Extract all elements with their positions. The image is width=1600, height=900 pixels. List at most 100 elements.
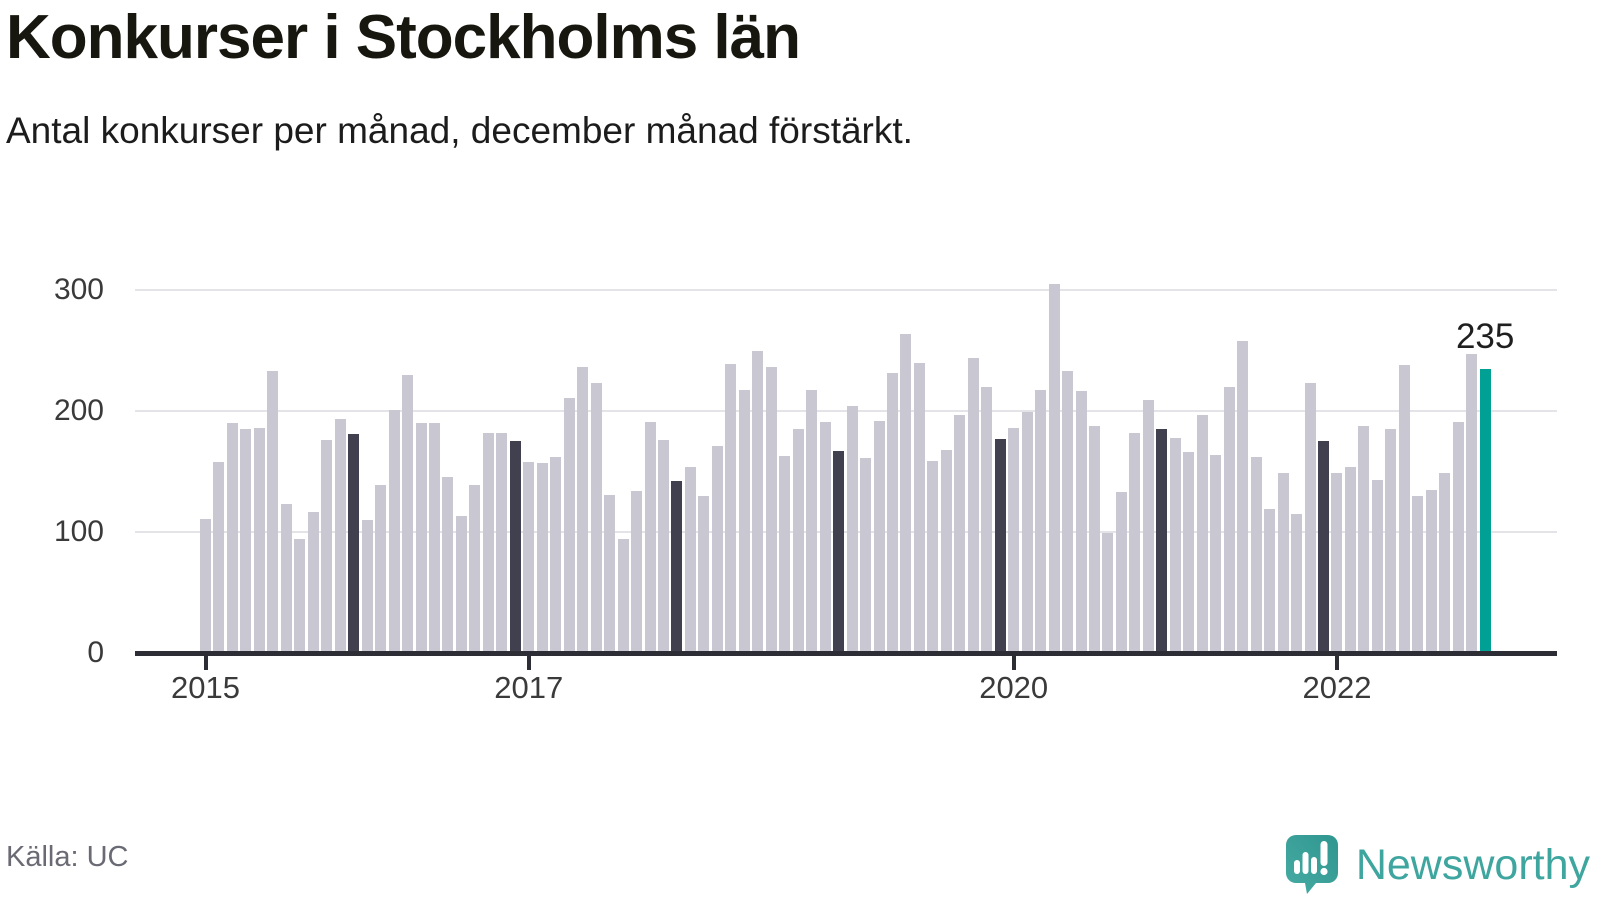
bar-2016-08 — [455, 516, 467, 653]
bar-2018-09 — [792, 429, 804, 653]
x-axis-label-2015: 2015 — [171, 670, 240, 705]
bar-2020-06 — [1075, 390, 1087, 653]
page-subtitle: Antal konkurser per månad, december måna… — [6, 110, 913, 151]
bar-2022-12 — [1479, 368, 1491, 653]
bar-2021-07 — [1250, 457, 1262, 653]
bar-2020-12 — [1156, 429, 1168, 653]
bar-2015-01 — [200, 518, 211, 653]
bar-2021-02 — [1183, 452, 1195, 653]
bar-2021-11 — [1304, 383, 1316, 653]
x-axis-label-2020: 2020 — [979, 670, 1049, 705]
bar-2016-07 — [442, 476, 454, 653]
x-axis-tick-2020 — [1011, 656, 1016, 670]
bar-2017-02 — [536, 463, 548, 653]
bar-2020-01 — [1008, 428, 1020, 653]
bar-2020-04 — [1048, 284, 1060, 653]
gridline-200 — [135, 410, 1557, 413]
bar-2018-03 — [711, 446, 723, 653]
bar-2015-10 — [321, 440, 333, 653]
bar-2016-09 — [469, 484, 481, 653]
bar-2017-09 — [631, 491, 643, 653]
bar-2018-10 — [806, 389, 818, 653]
x-axis-tick-2015 — [203, 656, 208, 670]
y-axis-label-200: 200 — [53, 394, 104, 428]
x-axis-tick-2022 — [1334, 656, 1339, 670]
newsworthy-logo-icon — [1284, 833, 1340, 897]
x-axis-label-2022: 2022 — [1302, 670, 1372, 705]
bar-2018-02 — [698, 495, 710, 653]
bar-2020-08 — [1102, 533, 1114, 653]
bar-2018-11 — [819, 422, 831, 653]
bar-2019-07 — [927, 460, 939, 653]
bar-2019-08 — [940, 449, 952, 653]
bar-2016-01 — [361, 520, 373, 653]
bar-2016-05 — [415, 423, 427, 653]
bar-2020-10 — [1129, 433, 1141, 653]
bar-2019-09 — [954, 414, 966, 653]
bar-2022-10 — [1452, 422, 1464, 653]
bar-2020-02 — [1021, 412, 1033, 653]
bar-2020-05 — [1062, 371, 1074, 653]
bar-2016-02 — [375, 484, 387, 653]
bar-2019-04 — [886, 372, 898, 653]
bar-2017-08 — [617, 539, 629, 653]
page-title: Konkurser i Stockholms län — [6, 3, 801, 72]
bar-2018-01 — [684, 466, 696, 653]
bar-2015-11 — [334, 418, 346, 653]
bar-2016-06 — [428, 423, 440, 653]
bar-2017-11 — [657, 440, 669, 653]
newsworthy-logo-text: Newsworthy — [1355, 841, 1590, 889]
bar-2017-12 — [671, 481, 683, 653]
bar-2021-12 — [1318, 441, 1329, 653]
bar-2015-03 — [226, 423, 238, 653]
newsworthy-brand: Newsworthy — [1284, 833, 1590, 897]
bar-2016-12 — [509, 441, 521, 653]
bar-2022-11 — [1466, 354, 1478, 653]
bar-2015-02 — [213, 462, 225, 653]
bar-2022-04 — [1371, 480, 1383, 653]
last-bar-value-label: 235 — [1455, 316, 1515, 356]
bar-2022-02 — [1344, 466, 1356, 653]
bar-2015-04 — [240, 429, 252, 653]
bar-2021-06 — [1237, 341, 1249, 653]
bar-2018-08 — [779, 455, 791, 653]
x-axis-line — [135, 651, 1557, 656]
bar-2022-03 — [1358, 425, 1370, 653]
bar-2022-01 — [1331, 472, 1343, 653]
bar-2021-03 — [1196, 414, 1208, 653]
x-axis-label-2017: 2017 — [494, 670, 564, 705]
bar-2015-07 — [280, 504, 292, 653]
bar-2019-10 — [967, 358, 979, 653]
bar-2017-07 — [604, 494, 616, 653]
bar-2020-11 — [1142, 400, 1154, 653]
bar-2017-01 — [523, 462, 535, 653]
bar-2019-03 — [873, 420, 885, 653]
gridline-300 — [135, 289, 1557, 292]
bar-2022-07 — [1412, 495, 1424, 653]
bar-2015-06 — [267, 371, 279, 653]
bar-2020-07 — [1089, 425, 1101, 653]
bar-2021-09 — [1277, 472, 1289, 653]
bar-2021-10 — [1291, 513, 1303, 653]
bar-2018-04 — [725, 364, 737, 653]
bar-2016-04 — [402, 374, 414, 653]
bar-2018-12 — [833, 451, 845, 653]
bar-2015-12 — [348, 434, 360, 653]
bar-2022-06 — [1398, 365, 1410, 653]
bar-2015-08 — [294, 539, 306, 653]
bar-2020-03 — [1035, 389, 1047, 653]
source-caption: Källa: UC — [6, 841, 129, 873]
y-axis-label-300: 300 — [53, 273, 104, 307]
bar-2022-08 — [1425, 489, 1437, 653]
y-axis-label-0: 0 — [87, 636, 104, 669]
bar-2020-09 — [1115, 492, 1127, 653]
bar-2018-07 — [765, 366, 777, 653]
bar-2021-04 — [1210, 454, 1222, 653]
bar-2019-11 — [981, 387, 993, 653]
bar-2018-06 — [752, 350, 764, 653]
bar-2016-03 — [388, 410, 400, 653]
bar-2021-08 — [1264, 509, 1276, 653]
bar-2016-11 — [496, 433, 508, 653]
